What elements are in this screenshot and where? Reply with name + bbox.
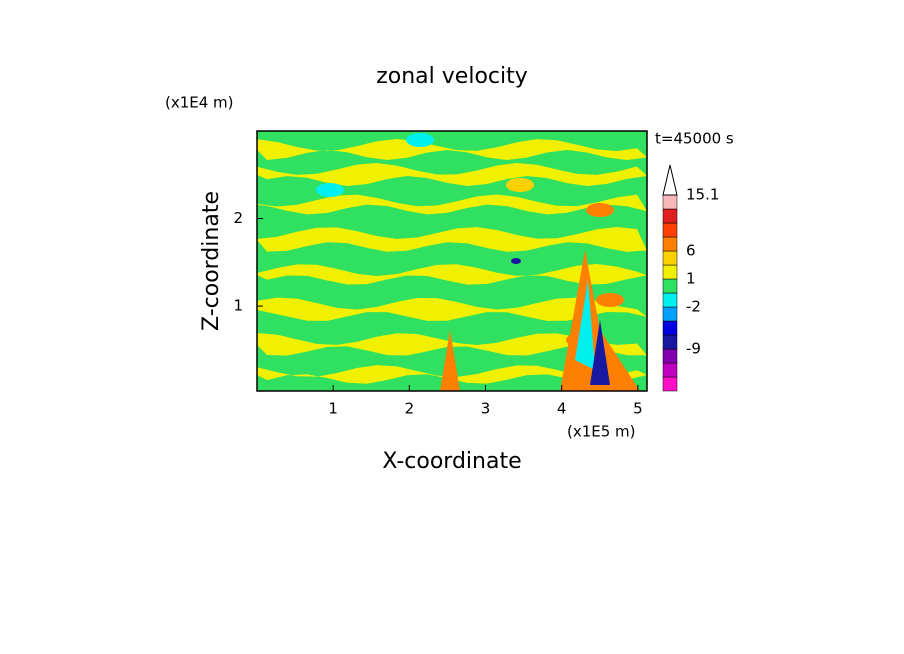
- chart-title: zonal velocity: [376, 64, 528, 89]
- field-blob: [511, 258, 521, 264]
- colorbar-swatch: [662, 320, 678, 336]
- field-plume: [575, 280, 595, 370]
- x-axis-title: X-coordinate: [382, 449, 521, 474]
- x-tick-label: 5: [633, 400, 643, 418]
- field-band: [257, 139, 647, 160]
- field-band: [257, 365, 647, 384]
- field-band: [257, 227, 647, 252]
- colorbar-swatch: [662, 194, 678, 210]
- colorbar-label: -9: [686, 340, 701, 358]
- colorbar-swatch: [662, 250, 678, 266]
- colorbar-swatch: [662, 264, 678, 280]
- colorbar-label: 15.1: [686, 186, 719, 204]
- y-axis-title: Z-coordinate: [199, 191, 224, 331]
- colorbar-swatch: [662, 362, 678, 378]
- field-plume: [440, 330, 460, 391]
- x-tick-label: 4: [557, 400, 567, 418]
- field-blob: [406, 133, 434, 147]
- field-blob: [506, 178, 534, 192]
- colorbar-label: -2: [686, 298, 701, 316]
- colorbar-label: 1: [686, 270, 696, 288]
- field-band: [257, 297, 647, 321]
- plot-frame: [256, 130, 648, 392]
- colorbar-swatch: [662, 278, 678, 294]
- colorbar-swatch: [662, 292, 678, 308]
- colorbar-extend: [662, 164, 678, 196]
- field-blob: [596, 293, 624, 307]
- colorbar-swatch: [662, 334, 678, 350]
- x-unit: (x1E5 m): [567, 423, 636, 441]
- x-tick-label: 1: [328, 400, 338, 418]
- colorbar-swatch: [662, 348, 678, 364]
- colorbar-label: 6: [686, 242, 696, 260]
- field-band: [257, 264, 647, 285]
- field-band: [257, 163, 647, 186]
- field-blob: [586, 203, 614, 217]
- field-blob: [316, 183, 344, 197]
- time-label: t=45000 s: [655, 130, 734, 148]
- field-band: [257, 194, 647, 215]
- colorbar-swatch: [662, 222, 678, 238]
- colorbar-swatch: [662, 376, 678, 392]
- colorbar-swatch: [662, 208, 678, 224]
- contour-field: [257, 131, 647, 391]
- x-tick-label: 2: [405, 400, 415, 418]
- y-unit: (x1E4 m): [165, 94, 234, 112]
- colorbar-swatch: [662, 306, 678, 322]
- colorbar-swatch: [662, 236, 678, 252]
- x-tick-label: 3: [481, 400, 491, 418]
- field-plume: [590, 320, 610, 385]
- y-tick-label: 1: [233, 297, 243, 315]
- y-tick-label: 2: [233, 209, 243, 227]
